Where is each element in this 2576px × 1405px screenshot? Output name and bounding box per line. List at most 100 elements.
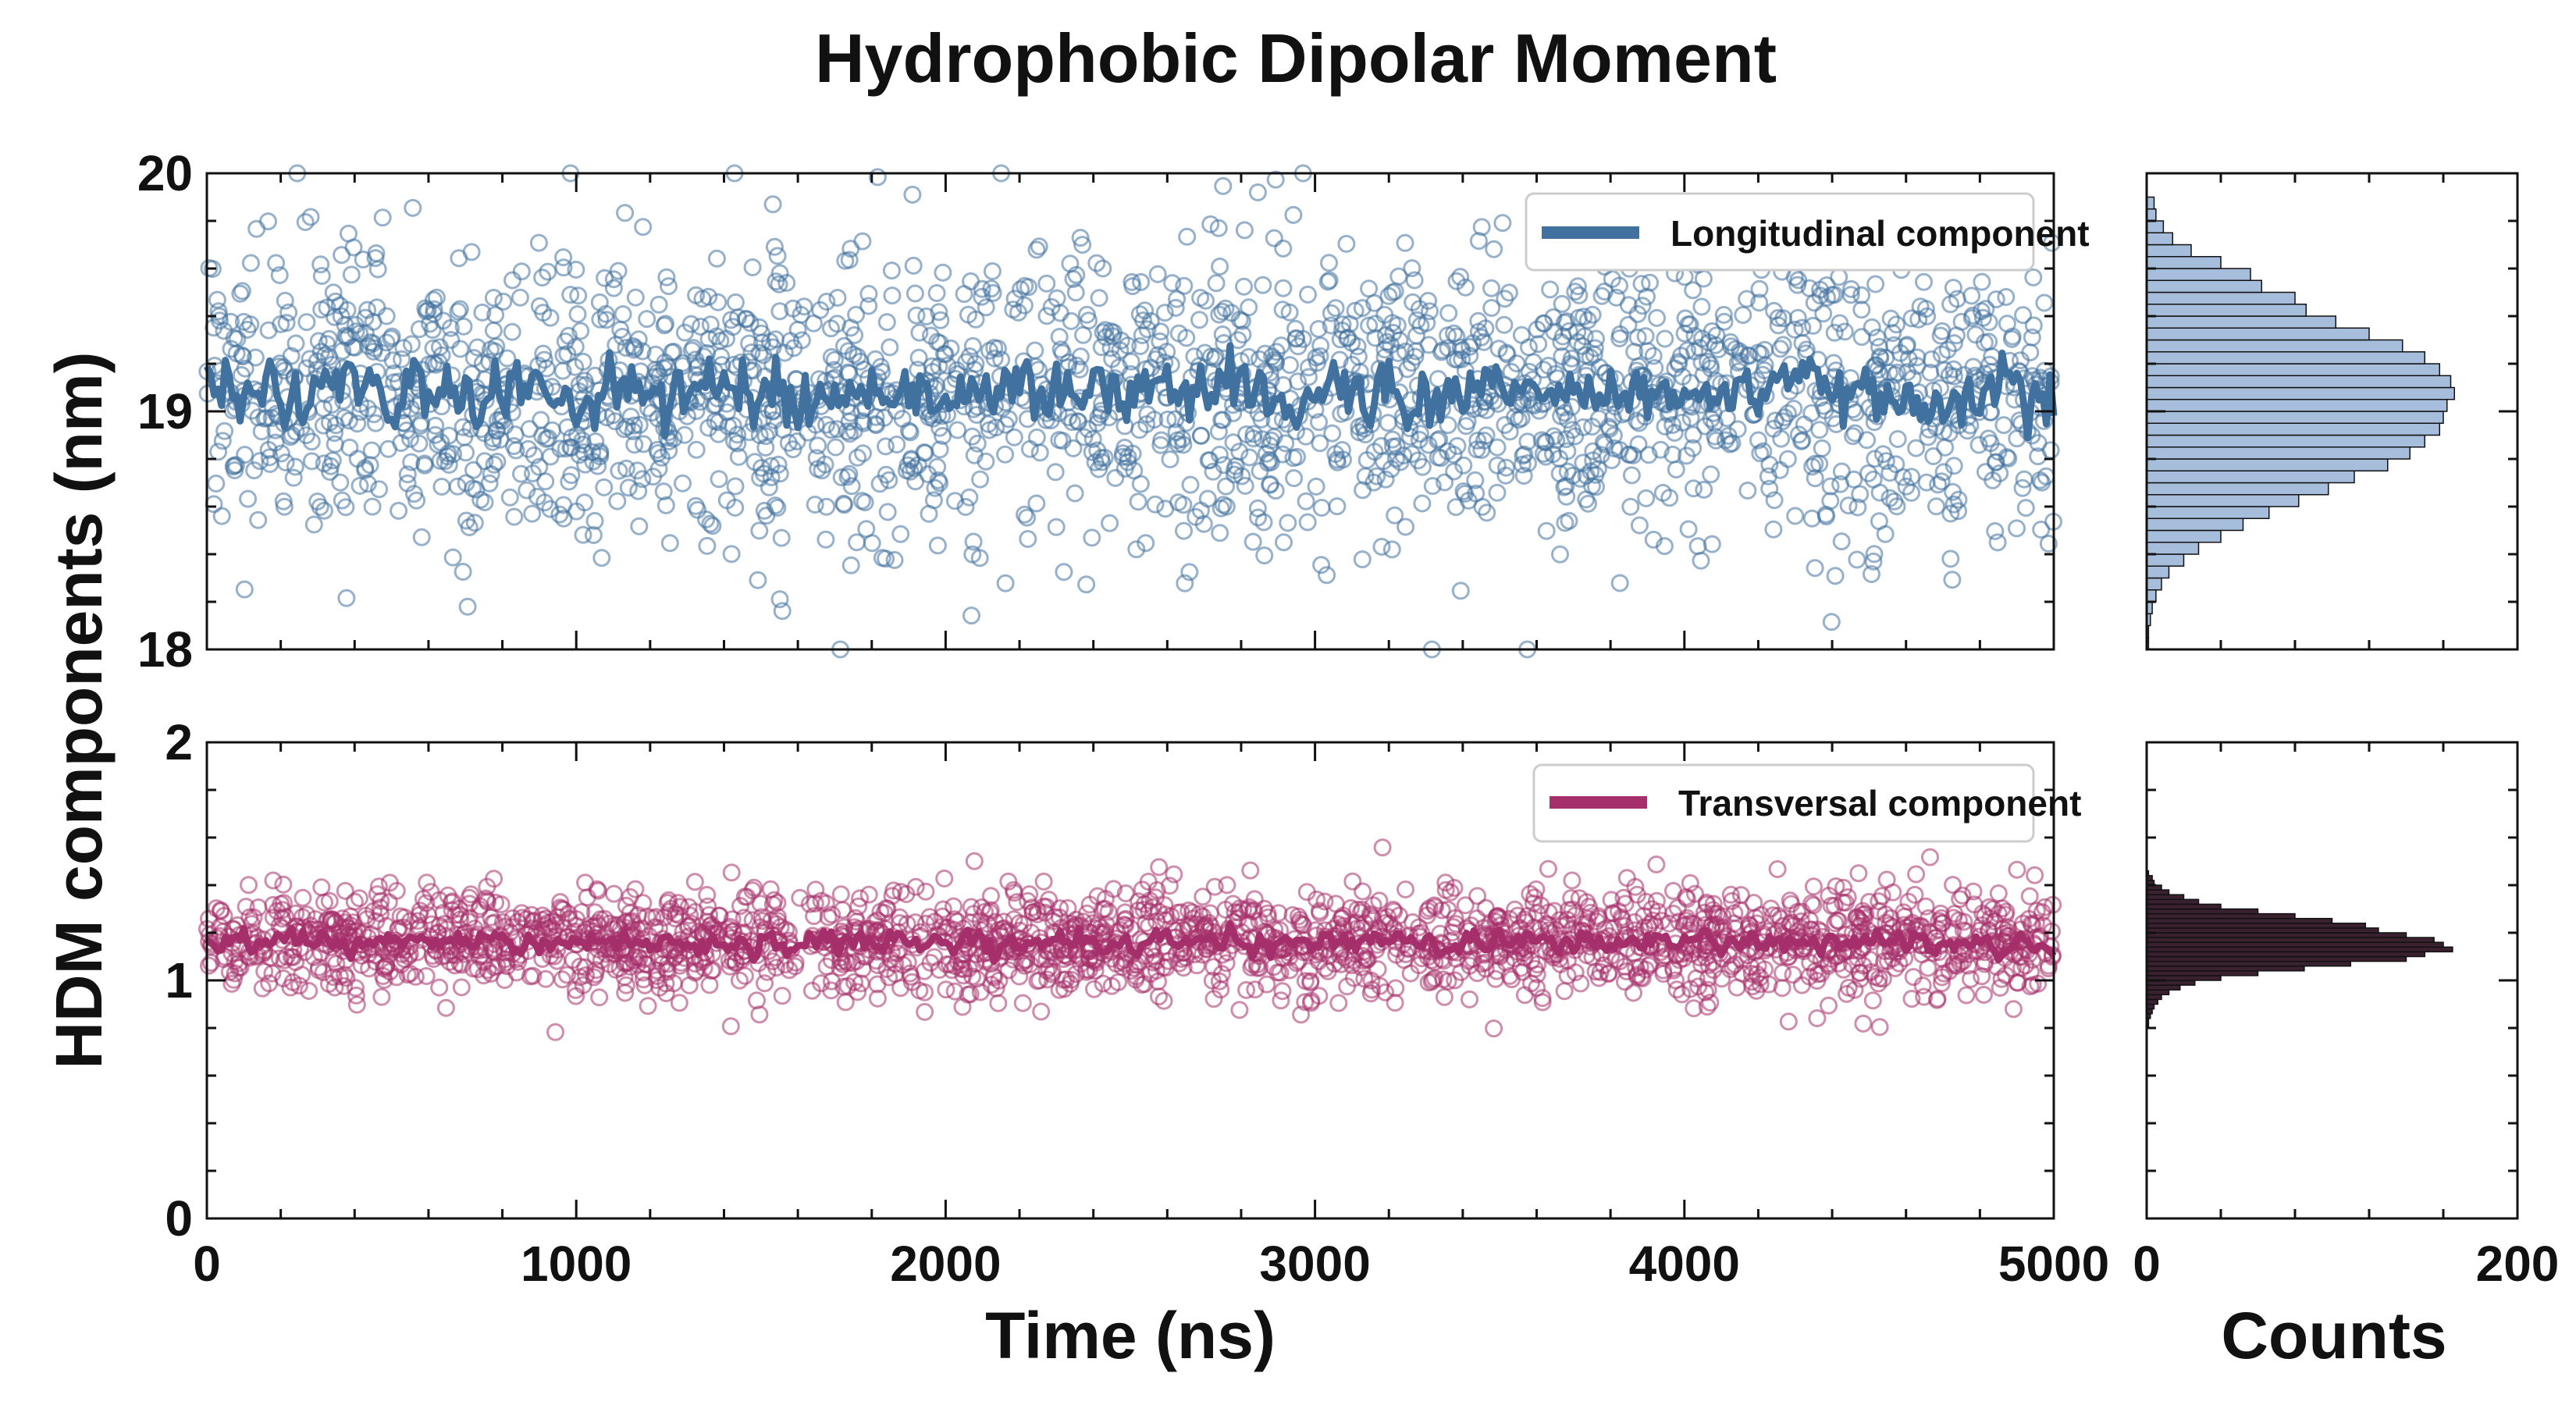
scatter-point (870, 475, 889, 493)
scatter-point (1158, 343, 1176, 361)
scatter-point (851, 889, 870, 908)
scatter-point (402, 335, 421, 354)
scatter-point (485, 455, 503, 474)
scatter-point (989, 994, 1008, 1012)
hist-bar (2146, 998, 2158, 1005)
scatter-point (368, 260, 387, 279)
scatter-point (1991, 979, 2009, 997)
scatter-point (454, 563, 472, 581)
scatter-point (554, 346, 573, 365)
scatter-point (225, 329, 244, 347)
scatter-point (656, 315, 675, 333)
scatter-point (432, 478, 451, 496)
scatter-point (1966, 366, 1984, 385)
scatter-point (1630, 516, 1649, 535)
scatter-point (1845, 424, 1864, 443)
scatter-point (1311, 336, 1330, 355)
scatter-point (1848, 550, 1866, 569)
scatter-point (680, 976, 699, 994)
scatter-point (1211, 524, 1229, 542)
scatter-point (2035, 293, 2054, 312)
scatter-point (1165, 865, 1183, 884)
scatter-point (286, 457, 304, 476)
scatter-point (425, 300, 443, 318)
scatter-point (297, 359, 316, 378)
scatter-point (1976, 463, 1994, 482)
hist-bar (2146, 518, 2244, 532)
scatter-point (1866, 275, 1885, 293)
scatter-point (1276, 434, 1295, 453)
scatter-point (1419, 436, 1438, 454)
scatter-point (315, 454, 333, 473)
scatter-point (512, 262, 531, 281)
scatter-point (2024, 268, 2043, 286)
scatter-point (1938, 340, 1957, 359)
scatter-point (1774, 963, 1791, 982)
scatter-point (882, 261, 901, 280)
scatter-point (249, 408, 268, 427)
scatter-point (962, 606, 980, 625)
scatter-point (1904, 968, 1923, 987)
scatter-point (412, 528, 431, 546)
scatter-point (1063, 413, 1082, 432)
scatter-point (1213, 302, 1232, 321)
scatter-point (767, 272, 785, 291)
scatter-point (373, 208, 392, 227)
scatter-point (909, 348, 928, 367)
scatter-point (1074, 325, 1092, 344)
scatter-point (1166, 298, 1185, 317)
scatter-point (630, 415, 649, 434)
scatter-point (251, 452, 269, 471)
scatter-point (656, 496, 675, 514)
scatter-point (2024, 316, 2043, 335)
scatter-point (1445, 324, 1463, 343)
scatter-point (956, 498, 975, 516)
scatter-point (1236, 476, 1254, 495)
scatter-point (1498, 345, 1517, 364)
scatter-point (1495, 315, 1514, 334)
scatter-point (1574, 418, 1592, 436)
scatter-point (1075, 428, 1094, 446)
scatter-point (553, 970, 571, 989)
scatter-point (750, 1005, 769, 1024)
scatter-point (1934, 463, 1953, 482)
scatter-point (614, 305, 632, 323)
scatter-point (436, 452, 454, 471)
scatter-point (611, 320, 630, 339)
scatter-point (1105, 323, 1123, 342)
scatter-point (703, 517, 722, 535)
scatter-point (605, 884, 623, 903)
scatter-point (1675, 324, 1694, 343)
scatter-point (1451, 268, 1470, 286)
scatter-point (772, 528, 791, 547)
scatter-point (236, 446, 254, 464)
scatter-point (332, 307, 350, 325)
scatter-point (1454, 456, 1473, 475)
scatter-point (660, 277, 678, 296)
scatter-point (885, 551, 904, 569)
scatter-point (891, 525, 910, 543)
scatter-point (1886, 365, 1905, 384)
scatter-point (1137, 534, 1155, 553)
scatter-point (513, 909, 532, 927)
scatter-point (1030, 237, 1048, 256)
scatter-point (740, 423, 759, 442)
scatter-point (372, 987, 391, 1006)
hist-bar (2146, 291, 2296, 305)
scatter-point (1346, 301, 1364, 320)
scatter-point (2008, 519, 2026, 538)
scatter-point (1456, 485, 1475, 503)
scatter-point (1274, 239, 1293, 258)
scatter-point (567, 502, 585, 521)
scatter-point (878, 503, 897, 521)
scatter-point (1158, 410, 1177, 429)
scatter-point (222, 340, 240, 358)
scatter-point (773, 602, 792, 621)
scatter-point (1703, 535, 1721, 553)
scatter-point (1863, 991, 1882, 1010)
scatter-point (1751, 444, 1770, 463)
scatter-point (743, 258, 762, 276)
scatter-point (1854, 1014, 1873, 1033)
scatter-point (730, 971, 749, 990)
scatter-point (484, 322, 503, 340)
